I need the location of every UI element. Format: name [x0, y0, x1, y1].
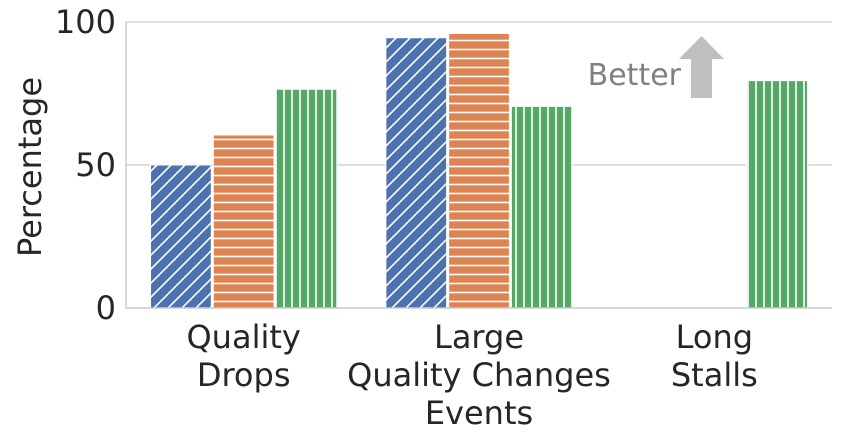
y-tick-label-1: 50 [75, 146, 116, 184]
x-tick-label-1-line1: Quality Changes [347, 356, 611, 394]
axes [125, 22, 832, 309]
bar-series0-cat1 [385, 37, 448, 309]
bar-series1-cat1 [448, 32, 510, 309]
x-tick-label-0-line0: Quality [186, 318, 300, 356]
x-tick-label-2-line1: Stalls [671, 356, 758, 394]
up-arrow-icon [679, 36, 724, 98]
bar-series2-cat1 [510, 105, 573, 309]
bar-series2-cat2 [746, 80, 808, 309]
y-tick-label-2: 100 [55, 3, 116, 41]
better-label: Better [588, 58, 682, 93]
bars [150, 32, 808, 309]
x-tick-label-0-line1: Drops [197, 356, 291, 394]
y-axis-label: Percentage [11, 77, 49, 257]
bar-series1-cat0 [212, 134, 275, 309]
bar-series0-cat0 [150, 164, 212, 309]
better-annotation: Better [588, 36, 724, 98]
x-tick-label-2-line0: Long [676, 318, 753, 356]
x-tick-label-1-line0: Large [434, 318, 524, 356]
bar-series2-cat0 [275, 88, 338, 309]
y-tick-label-0: 0 [96, 289, 116, 327]
x-axis-label: Events [425, 394, 533, 432]
